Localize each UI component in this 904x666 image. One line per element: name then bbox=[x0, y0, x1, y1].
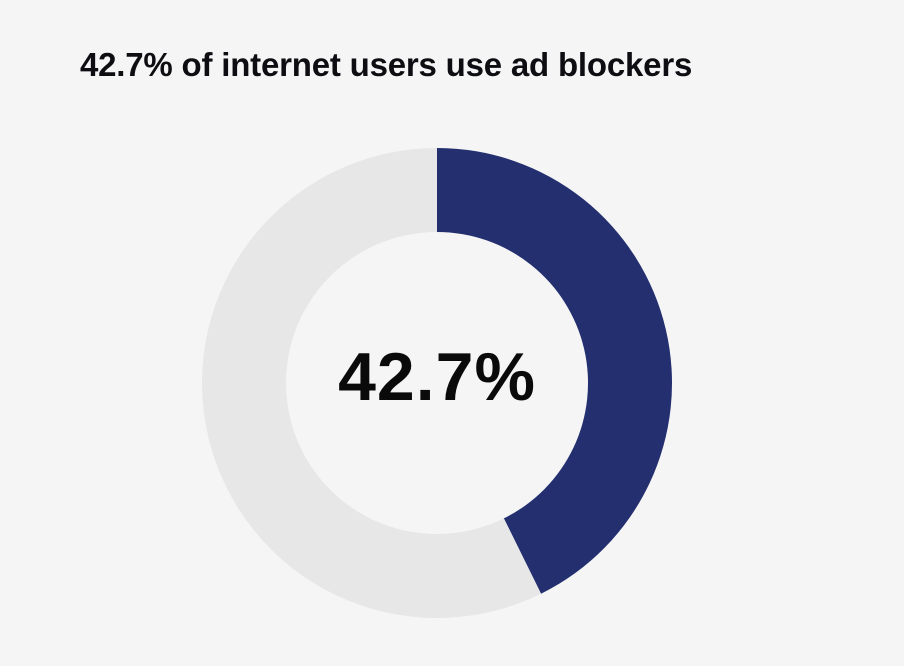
donut-slices bbox=[201, 148, 672, 618]
donut-slice-ad-blocker-users bbox=[437, 148, 672, 594]
chart-title: 42.7% of internet users use ad blockers bbox=[80, 46, 693, 83]
center-value-label: 42.7% bbox=[338, 339, 536, 415]
donut-slice-remainder bbox=[201, 148, 542, 618]
